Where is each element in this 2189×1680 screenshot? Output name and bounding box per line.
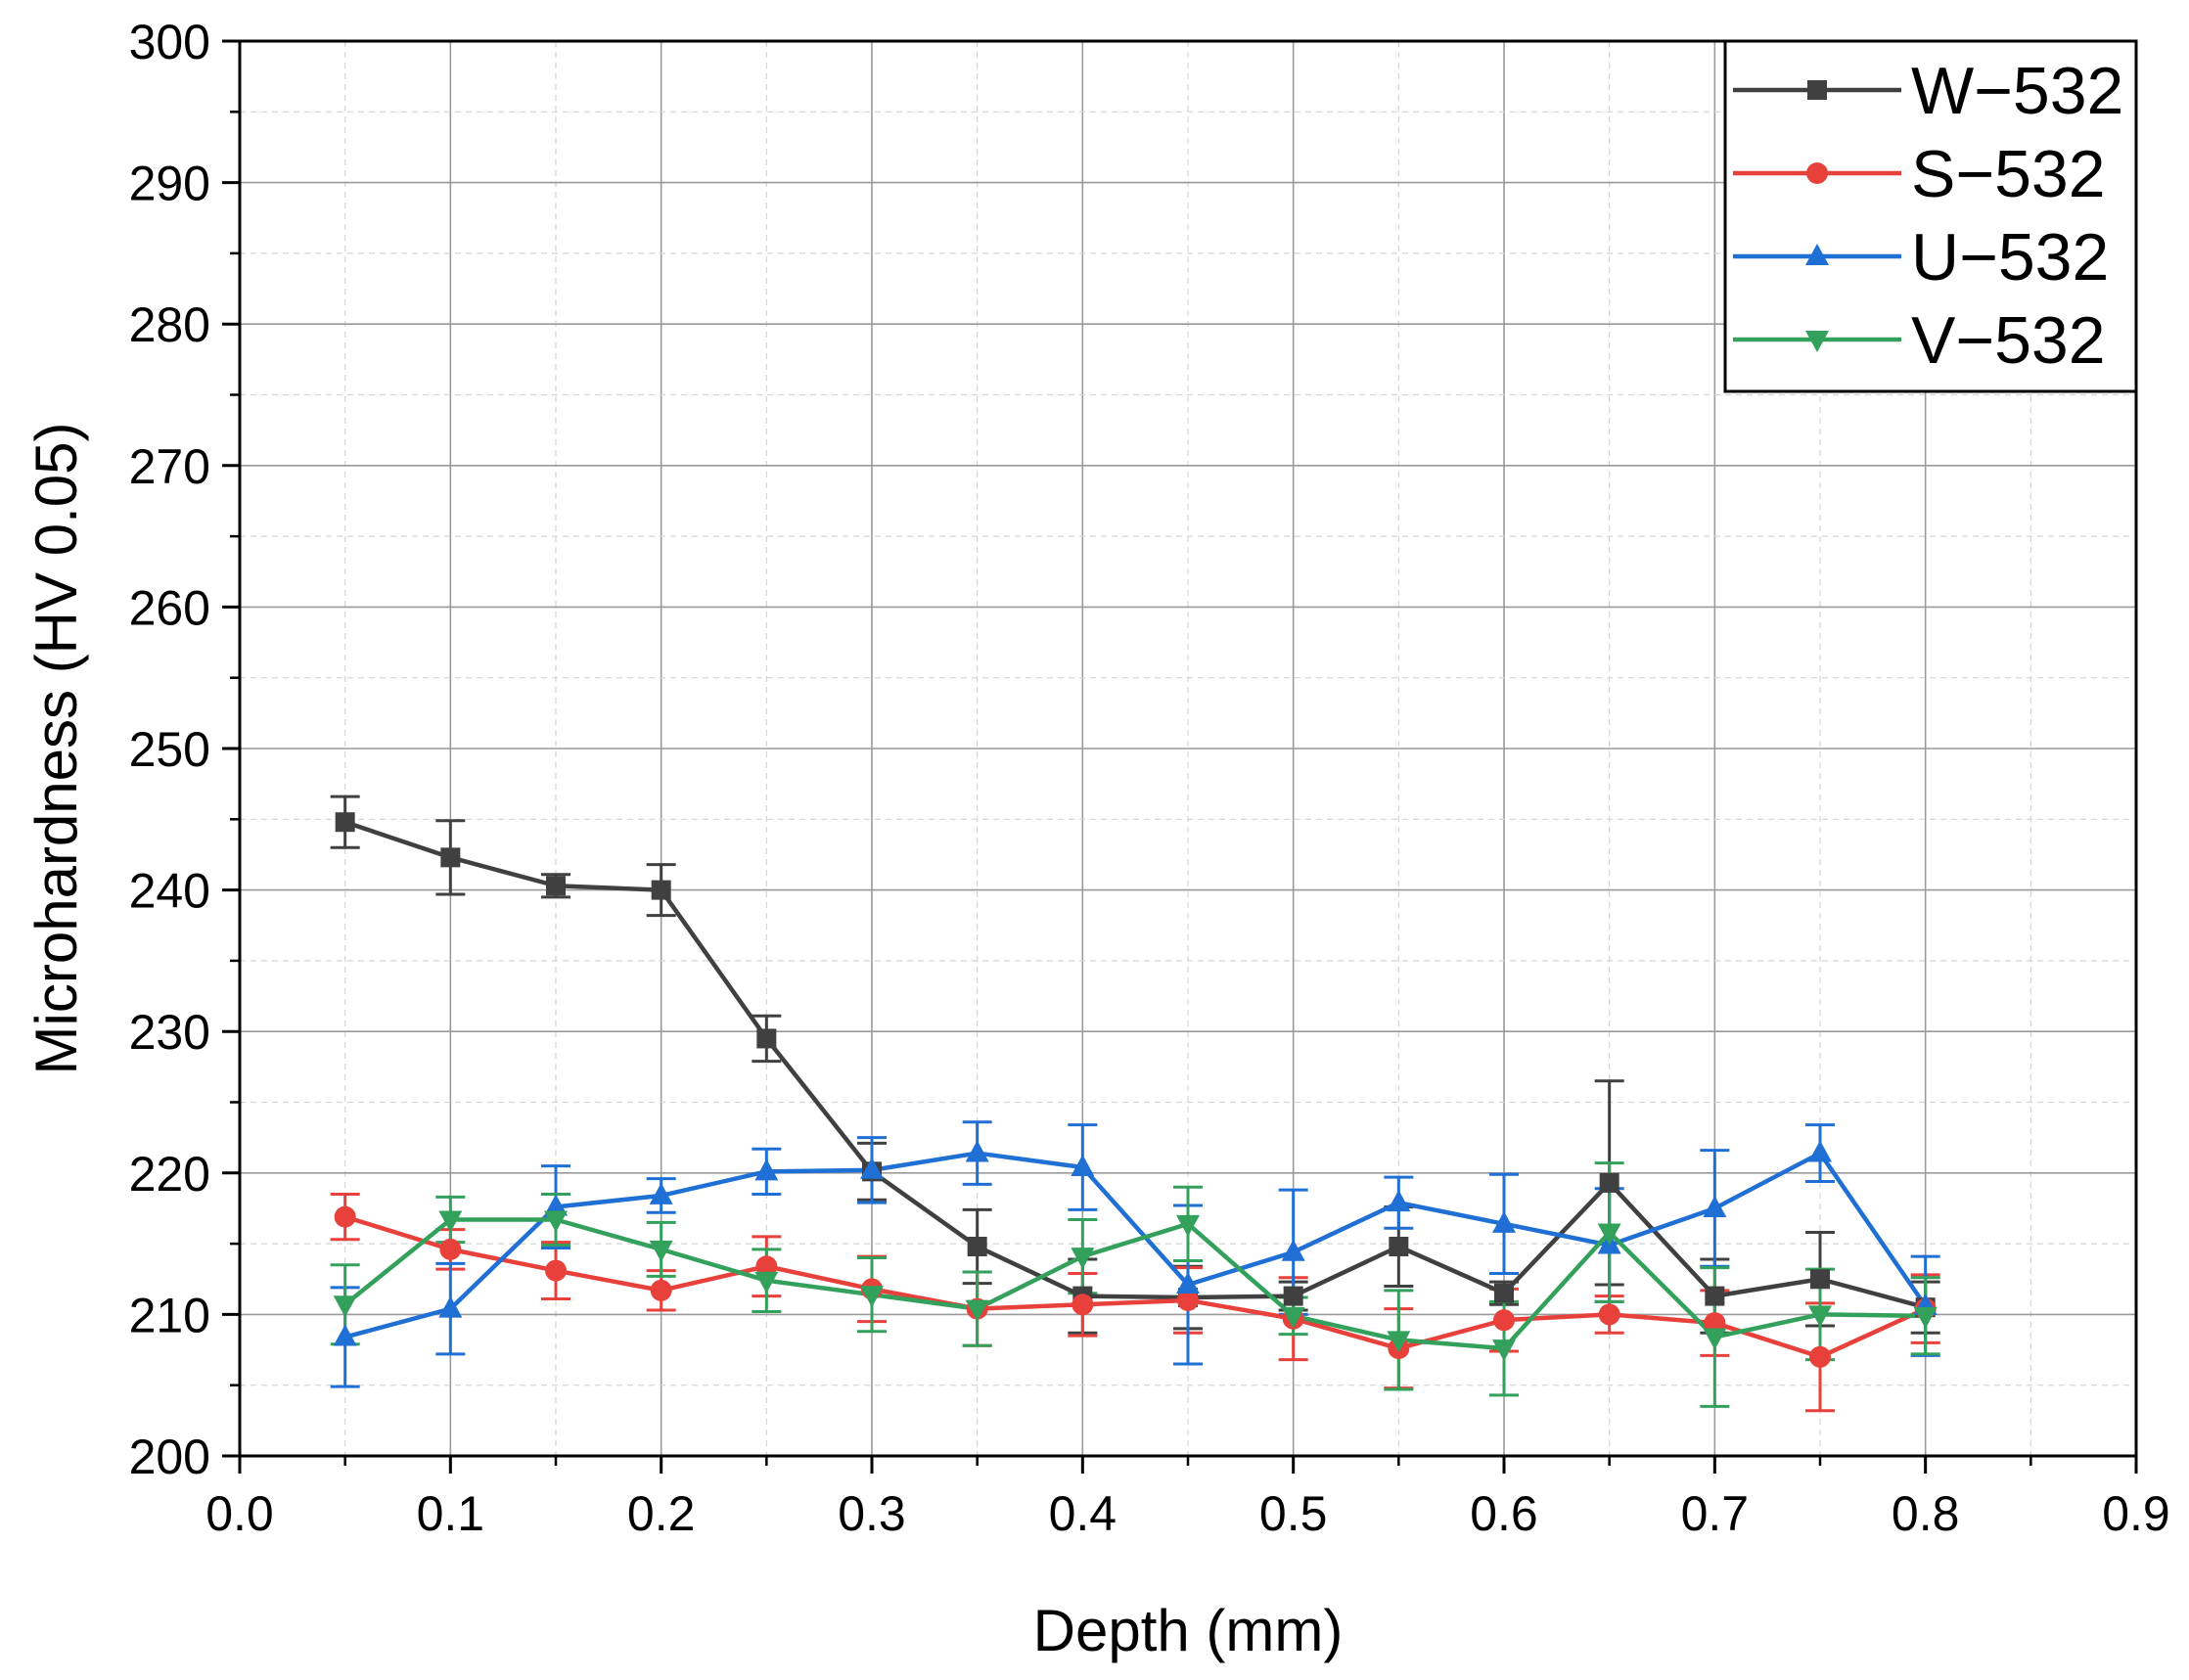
x-axis-title: Depth (mm): [1033, 1598, 1344, 1663]
data-point-u-532: [754, 1158, 779, 1181]
x-tick-label: 0.2: [627, 1486, 696, 1541]
y-tick-label: 200: [129, 1430, 210, 1484]
x-tick-label: 0.1: [417, 1486, 485, 1541]
legend-marker-s-532: [1806, 162, 1828, 184]
x-tick-label: 0.8: [1892, 1486, 1960, 1541]
axis-ticks: 0.0 0.1 0.2 0.3 0.4 0.5 0.6 0.7 0.8 0.9 200 210 220 2…: [129, 15, 2170, 1541]
legend-item-u-532: U−532: [1733, 220, 2109, 295]
data-point-w-532: [1389, 1236, 1409, 1256]
data-point-v-532: [1281, 1306, 1305, 1329]
data-point-v-532: [333, 1295, 357, 1318]
x-tick-label: 0.0: [205, 1486, 274, 1541]
data-point-s-532: [439, 1238, 462, 1260]
y-tick-label: 300: [129, 15, 210, 69]
data-point-u-532: [1387, 1190, 1411, 1212]
data-point-v-532: [1913, 1306, 1938, 1329]
data-point-v-532: [1071, 1248, 1095, 1270]
data-point-v-532: [860, 1286, 884, 1308]
data-point-v-532: [1597, 1223, 1621, 1246]
data-point-w-532: [1810, 1269, 1830, 1290]
data-point-u-532: [1071, 1155, 1095, 1177]
legend-label-s-532: S−532: [1911, 137, 2106, 211]
data-point-u-532: [860, 1157, 884, 1179]
legend-item-v-532: V−532: [1733, 303, 2106, 378]
legend-label-u-532: U−532: [1911, 220, 2109, 295]
y-tick-label: 260: [129, 580, 210, 635]
legend-marker-w-532: [1807, 80, 1827, 100]
series-markers: [333, 812, 1938, 1368]
data-point-w-532: [967, 1236, 987, 1256]
data-point-v-532: [1703, 1328, 1727, 1350]
x-tick-label: 0.3: [838, 1486, 906, 1541]
data-point-v-532: [544, 1210, 568, 1233]
data-point-u-532: [544, 1194, 568, 1216]
series-lines: [343, 820, 1928, 1360]
data-point-w-532: [1705, 1286, 1725, 1306]
x-tick-label: 0.6: [1470, 1486, 1538, 1541]
legend-box: [1723, 39, 2138, 393]
data-point-u-532: [438, 1295, 463, 1318]
data-point-s-532: [1072, 1294, 1094, 1316]
y-tick-label: 290: [129, 157, 210, 211]
data-point-u-532: [649, 1182, 673, 1204]
legend-marker-v-532: [1805, 331, 1829, 352]
data-point-s-532: [1809, 1345, 1831, 1368]
data-point-v-532: [1387, 1331, 1411, 1353]
y-tick-label: 240: [129, 864, 210, 919]
data-point-u-532: [1281, 1239, 1305, 1261]
legend-label-v-532: V−532: [1911, 303, 2106, 378]
x-tick-label: 0.5: [1259, 1486, 1328, 1541]
data-point-w-532: [546, 876, 566, 896]
x-tick-label: 0.7: [1681, 1486, 1750, 1541]
legend: W−532 S−532 U−532 V−532: [1723, 39, 2138, 393]
series-line-v-532: [343, 1217, 1926, 1351]
data-point-w-532: [1283, 1286, 1303, 1306]
data-point-s-532: [545, 1259, 567, 1282]
series-line-s-532: [344, 1214, 1927, 1360]
data-point-w-532: [335, 812, 355, 833]
legend-label-w-532: W−532: [1911, 54, 2123, 128]
y-tick-label: 210: [129, 1288, 210, 1342]
data-point-u-532: [1492, 1210, 1516, 1233]
data-point-s-532: [1177, 1289, 1199, 1311]
data-point-v-532: [965, 1299, 989, 1322]
data-point-v-532: [438, 1210, 463, 1233]
data-point-u-532: [333, 1324, 357, 1346]
data-point-v-532: [1808, 1305, 1832, 1328]
x-tick-label: 0.4: [1049, 1486, 1117, 1541]
y-tick-label: 250: [129, 722, 210, 777]
y-tick-label: 220: [129, 1147, 210, 1202]
legend-item-w-532: W−532: [1733, 54, 2123, 128]
data-point-s-532: [1493, 1309, 1515, 1332]
data-point-v-532: [1492, 1339, 1516, 1362]
y-tick-label: 270: [129, 439, 210, 494]
legend-marker-u-532: [1805, 244, 1829, 265]
data-point-w-532: [440, 847, 461, 868]
legend-item-s-532: S−532: [1733, 137, 2106, 211]
y-tick-label: 280: [129, 297, 210, 352]
y-tick-label: 230: [129, 1005, 210, 1060]
series-line-w-532: [343, 820, 1927, 1310]
data-point-u-532: [965, 1140, 989, 1162]
series-line-u-532: [344, 1151, 1928, 1339]
data-point-s-532: [650, 1279, 672, 1301]
data-point-v-532: [754, 1271, 779, 1294]
data-point-s-532: [334, 1205, 356, 1228]
data-point-w-532: [1494, 1283, 1514, 1303]
y-axis-title: Microhardness (HV 0.05): [23, 423, 89, 1075]
data-point-u-532: [1703, 1195, 1727, 1217]
data-point-s-532: [1598, 1303, 1620, 1326]
data-point-w-532: [756, 1028, 777, 1049]
data-point-w-532: [651, 880, 671, 900]
x-tick-label: 0.9: [2102, 1486, 2170, 1541]
data-point-u-532: [1808, 1140, 1832, 1162]
data-point-v-532: [649, 1240, 673, 1262]
data-point-u-532: [1176, 1272, 1200, 1294]
data-point-w-532: [1599, 1172, 1619, 1193]
data-point-v-532: [1176, 1214, 1200, 1237]
